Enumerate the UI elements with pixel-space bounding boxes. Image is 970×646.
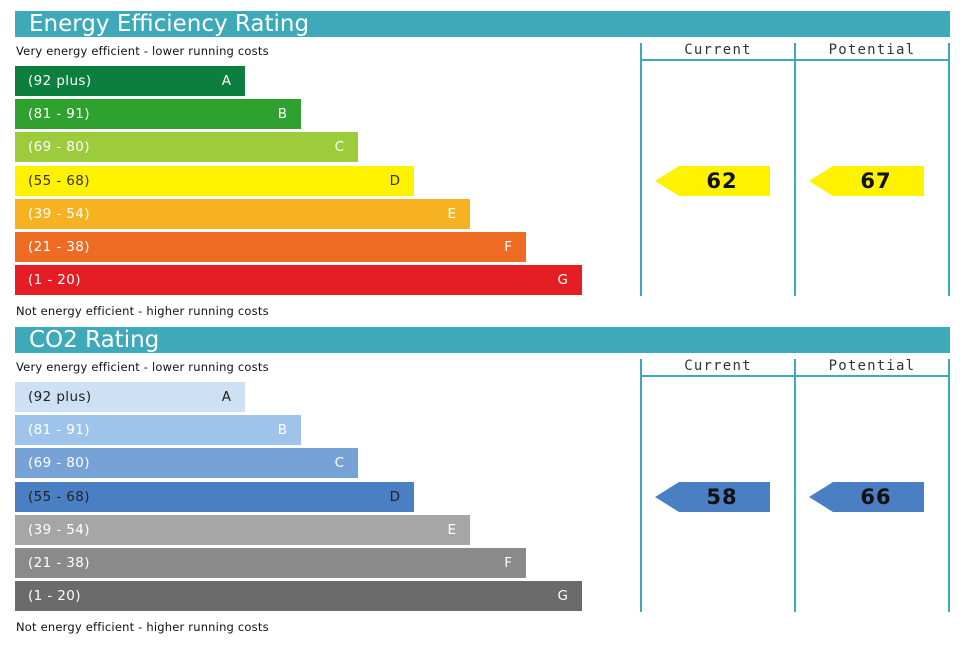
band-range: (92 plus) xyxy=(28,389,92,405)
current-rating-value: 58 xyxy=(706,484,738,509)
band-letter: C xyxy=(334,139,344,156)
potential-rating-value: 66 xyxy=(860,484,892,509)
band-letter: G xyxy=(557,272,568,289)
rating-band-b: (81 - 91) B xyxy=(15,99,301,130)
column-divider xyxy=(948,43,950,296)
band-range: (69 - 80) xyxy=(28,455,90,472)
rating-band-c: (69 - 80) C xyxy=(15,448,358,479)
band-range: (1 - 20) xyxy=(28,272,81,289)
arrow-polygon xyxy=(809,481,924,512)
band-range: (39 - 54) xyxy=(28,205,90,222)
arrow-shape xyxy=(655,481,770,512)
rating-band-c: (69 - 80) C xyxy=(15,132,358,163)
current-rating-value: 62 xyxy=(706,168,738,193)
band-letter: D xyxy=(389,172,400,189)
arrow-shape xyxy=(809,165,924,196)
panel-title: CO2 Rating xyxy=(15,327,950,353)
band-range: (81 - 91) xyxy=(28,106,90,123)
top-caption: Very energy efficient - lower running co… xyxy=(16,44,269,58)
band-letter: F xyxy=(504,239,512,255)
arrow-shape xyxy=(809,481,924,512)
column-header-potential: Potential xyxy=(828,358,916,374)
band-letter: F xyxy=(504,555,512,571)
band-range: (39 - 54) xyxy=(28,521,90,538)
rating-band-f: (21 - 38) F xyxy=(15,232,526,262)
potential-rating-arrow: 67 xyxy=(809,165,924,196)
band-range: (21 - 38) xyxy=(28,239,90,255)
column-divider xyxy=(640,359,642,612)
rating-band-g: (1 - 20) G xyxy=(15,265,582,296)
potential-rating-value: 67 xyxy=(860,168,892,193)
arrow-polygon xyxy=(809,165,924,196)
band-letter: E xyxy=(447,521,456,538)
arrow-polygon xyxy=(655,165,770,196)
band-range: (81 - 91) xyxy=(28,422,90,439)
arrow-shape xyxy=(655,165,770,196)
top-caption: Very energy efficient - lower running co… xyxy=(16,360,269,374)
co2-rating-panel: CO2 Rating Very energy efficient - lower … xyxy=(0,326,970,642)
rating-band-a: (92 plus) A xyxy=(15,382,245,412)
rating-band-e: (39 - 54) E xyxy=(15,198,470,229)
band-letter: D xyxy=(389,488,400,505)
potential-rating-arrow: 66 xyxy=(809,481,924,512)
band-letter: A xyxy=(221,73,231,89)
band-range: (1 - 20) xyxy=(28,588,81,605)
band-letter: C xyxy=(334,455,344,472)
rating-band-e: (39 - 54) E xyxy=(15,514,470,545)
column-header-potential: Potential xyxy=(828,42,916,58)
column-header-current: Current xyxy=(684,42,752,58)
panel-title: Energy Efficiency Rating xyxy=(15,11,950,37)
column-header-rule xyxy=(640,375,950,377)
arrow-polygon xyxy=(655,481,770,512)
band-letter: A xyxy=(221,389,231,405)
rating-band-b: (81 - 91) B xyxy=(15,415,301,446)
band-range: (55 - 68) xyxy=(28,488,90,505)
current-rating-arrow: 58 xyxy=(655,481,770,512)
rating-band-d: (55 - 68) D xyxy=(15,165,414,196)
band-range: (21 - 38) xyxy=(28,555,90,571)
bottom-caption: Not energy efficient - higher running co… xyxy=(16,620,269,634)
rating-band-a: (92 plus) A xyxy=(15,66,245,96)
band-range: (55 - 68) xyxy=(28,172,90,189)
current-rating-arrow: 62 xyxy=(655,165,770,196)
column-divider xyxy=(794,43,796,296)
rating-band-d: (55 - 68) D xyxy=(15,481,414,512)
energy-efficiency-panel: Energy Efficiency Rating Very energy effi… xyxy=(0,10,970,326)
column-divider xyxy=(640,43,642,296)
band-letter: G xyxy=(557,588,568,605)
band-letter: E xyxy=(447,205,456,222)
band-letter: B xyxy=(277,422,287,439)
column-divider xyxy=(794,359,796,612)
column-header-rule xyxy=(640,59,950,61)
band-range: (92 plus) xyxy=(28,73,92,89)
band-range: (69 - 80) xyxy=(28,139,90,156)
band-letter: B xyxy=(277,106,287,123)
bottom-caption: Not energy efficient - higher running co… xyxy=(16,304,269,318)
column-divider xyxy=(948,359,950,612)
rating-band-f: (21 - 38) F xyxy=(15,548,526,578)
column-header-current: Current xyxy=(684,358,752,374)
rating-band-g: (1 - 20) G xyxy=(15,581,582,612)
